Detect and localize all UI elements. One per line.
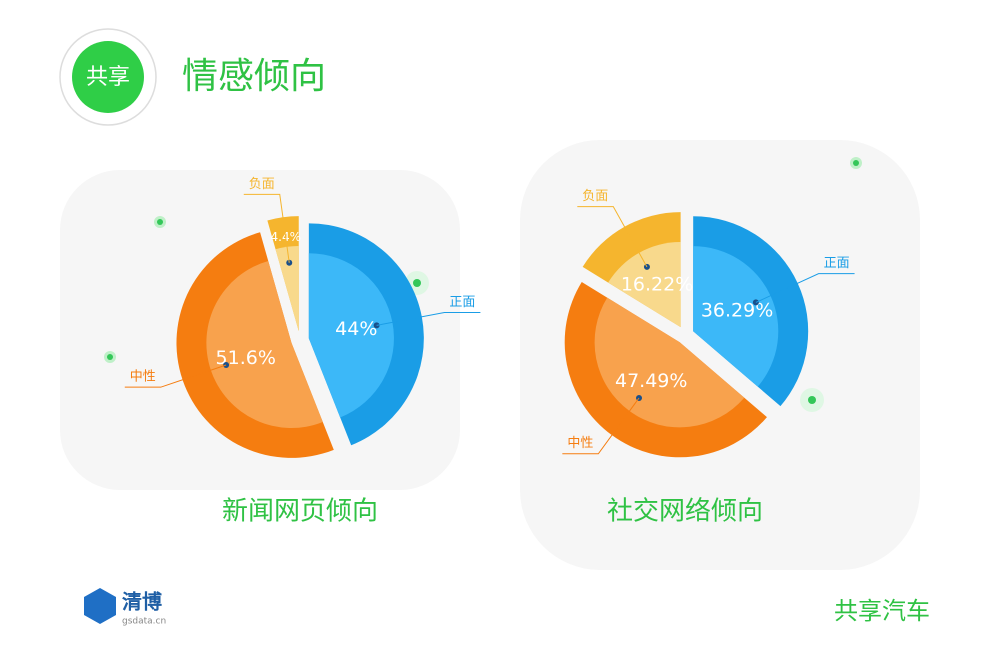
chart-title: 新闻网页倾向 <box>222 497 378 527</box>
pie-slice-inner <box>693 246 779 387</box>
brand: 共享汽车 <box>834 597 930 625</box>
category-label: 负面 <box>249 177 275 192</box>
marker <box>107 354 113 360</box>
badge <box>72 41 144 113</box>
leader-line <box>562 397 640 455</box>
value-label: 51.6% <box>216 347 276 369</box>
leader-line <box>124 364 227 388</box>
page-title: 情感倾向 <box>182 56 326 97</box>
logo-icon <box>84 588 116 624</box>
marker <box>808 396 816 404</box>
category-label: 中性 <box>567 436 593 451</box>
leader-line <box>755 273 855 303</box>
value-label: 47.49% <box>615 370 687 392</box>
category-label: 中性 <box>130 370 156 385</box>
pie-slice-inner <box>608 242 681 328</box>
category-label: 正面 <box>824 256 850 271</box>
logo: 清博 gsdata.cn <box>84 588 166 627</box>
pie-slice-inner <box>308 253 394 418</box>
value-label: 36.29% <box>701 300 773 322</box>
leader-line <box>577 206 648 268</box>
marker <box>853 160 859 166</box>
leader-line <box>243 193 290 263</box>
pie-slice-inner <box>594 297 745 428</box>
logo-text: 清博 <box>122 590 162 614</box>
chart-title: 社交网络倾向 <box>607 497 763 527</box>
pie-slice-inner <box>275 245 299 332</box>
value-label: 16.22% <box>621 273 693 295</box>
value-label: 44% <box>335 318 377 340</box>
logo-site: gsdata.cn <box>122 617 166 627</box>
pie-slice-inner <box>206 261 323 428</box>
marker <box>157 219 163 225</box>
badge-text: 共享 <box>86 65 130 90</box>
category-label: 负面 <box>582 189 608 204</box>
category-label: 正面 <box>449 295 475 310</box>
marker <box>413 279 421 287</box>
leader-line <box>376 311 481 326</box>
